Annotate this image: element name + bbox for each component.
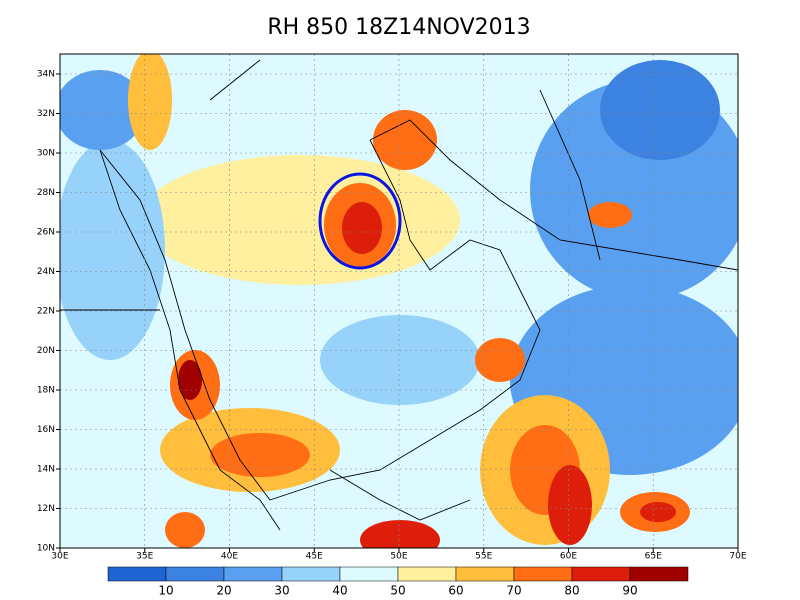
y-tick-label: 10N [37,544,55,554]
y-tick-label: 32N [37,109,55,119]
colorbar-box [455,566,515,582]
coastline [329,469,471,521]
colorbar-box [629,566,689,582]
y-tick-label: 30N [37,149,55,159]
title: RH 850 18Z14NOV2013 [267,15,530,40]
colorbar-box [571,566,631,582]
y-tick-label: 14N [37,465,55,475]
colorbar-box [107,566,167,582]
field-blob [60,70,145,150]
field-blob [360,520,440,548]
colorbar-box [223,566,283,582]
x-tick-label: 40E [221,552,238,562]
y-tick-label: 20N [37,346,55,356]
colorbar-label: 60 [448,584,463,598]
field-blob [600,60,720,160]
y-tick-label: 28N [37,188,55,198]
y-tick-label: 24N [37,267,55,277]
x-tick-label: 45E [306,552,323,562]
field-blob [342,202,382,254]
field-blob [165,512,205,548]
border [60,59,601,311]
field-blob [475,338,525,382]
y-tick-label: 34N [37,70,55,80]
y-tick-label: 26N [37,228,55,238]
map-frame [59,53,739,549]
y-tick-label: 12N [37,504,55,514]
field-blob [373,110,437,170]
x-tick-label: 60E [560,552,577,562]
rh-field [60,54,738,548]
colorbar-box [397,566,457,582]
field-blob [588,202,632,228]
field-blob [640,502,676,522]
colorbar-label: 90 [622,584,637,598]
colorbar-box [513,566,573,582]
x-tick-label: 35E [136,552,153,562]
grid: 30E 35E 40E 45E 50E 55E 60E 65E 70E 10N 12N 14N 16N 1… [37,54,747,562]
colorbar-box [339,566,399,582]
field-blob [128,54,172,150]
colorbar-label: 50 [390,584,405,598]
coastline [99,139,541,501]
field-blob [140,155,460,285]
colorbar-label: 20 [216,584,231,598]
colorbar-box [281,566,341,582]
x-tick-label: 70E [729,552,746,562]
colorbar-label: 80 [564,584,579,598]
field-blob [210,433,310,477]
field-blob [60,140,165,360]
coastline [369,119,738,271]
field-blob [320,315,480,405]
colorbar-box [165,566,225,582]
x-tick-label: 65E [645,552,662,562]
x-tick-label: 30E [51,552,68,562]
x-tick-label: 55E [475,552,492,562]
x-tick-label: 50E [390,552,407,562]
y-tick-label: 22N [37,307,55,317]
field-blob [548,465,592,545]
colorbar-label: 40 [332,584,347,598]
colorbar-label: 10 [158,584,173,598]
highlight-circle [318,172,402,270]
colorbar-label: 70 [506,584,521,598]
y-tick-label: 16N [37,425,55,435]
y-tick-label: 18N [37,386,55,396]
colorbar: 10 20 30 40 50 60 70 80 90 [107,566,689,598]
colorbar-label: 30 [274,584,289,598]
